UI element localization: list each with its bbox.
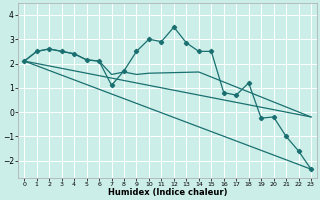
X-axis label: Humidex (Indice chaleur): Humidex (Indice chaleur) (108, 188, 228, 197)
